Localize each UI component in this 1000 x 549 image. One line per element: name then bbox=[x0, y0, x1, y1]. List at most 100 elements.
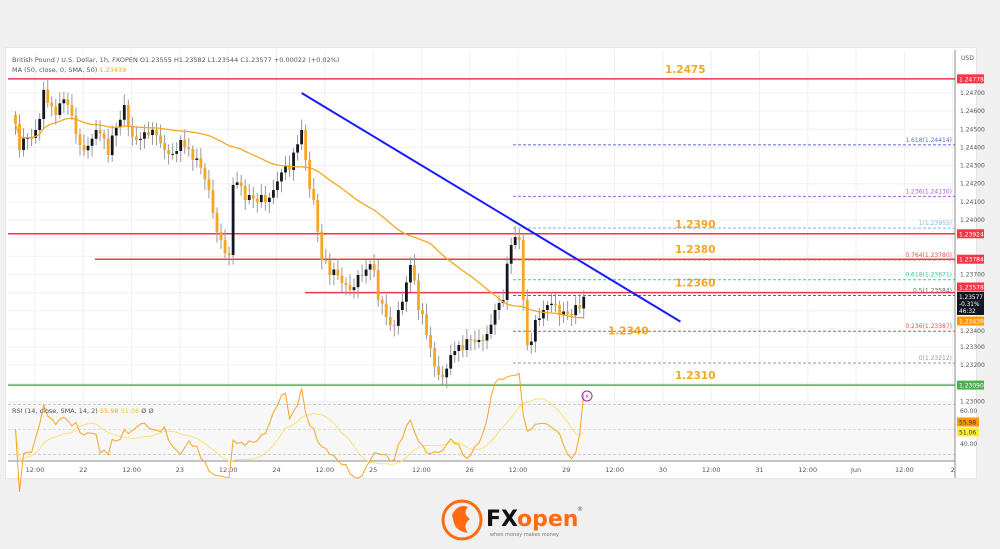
candle-body bbox=[546, 305, 549, 310]
rsi-sma-value: 51.06 bbox=[120, 407, 140, 415]
candle-body bbox=[276, 181, 279, 191]
candle-body bbox=[175, 151, 179, 154]
price-badge-text: 1.23924 bbox=[959, 231, 984, 238]
rsi-legend: RSI (14, close, SMA, 14, 2) 55.98 51.06 … bbox=[12, 407, 154, 415]
time-axis-label: Jun bbox=[850, 466, 861, 474]
candle-body bbox=[417, 280, 420, 310]
candle-body bbox=[22, 138, 25, 150]
candle-body bbox=[272, 190, 275, 198]
price-badge-text: 1.23439 bbox=[959, 319, 984, 326]
level-label: 1.2360 bbox=[675, 278, 716, 290]
time-axis-label: 12:00 bbox=[509, 466, 528, 474]
level-label: 1.2475 bbox=[665, 64, 706, 76]
svg-text:when money makes money: when money makes money bbox=[490, 532, 559, 538]
candle-body bbox=[481, 339, 485, 341]
fxopen-logo: FX open ® when money makes money bbox=[440, 495, 590, 545]
time-axis-label: 12:00 bbox=[315, 466, 334, 474]
candle-body bbox=[320, 231, 324, 260]
candle-body bbox=[110, 135, 114, 156]
time-axis-label: 31 bbox=[755, 466, 763, 474]
time-axis-label: 26 bbox=[466, 466, 474, 474]
price-tick: 1.23300 bbox=[960, 344, 985, 351]
candle-body bbox=[235, 182, 239, 185]
current-price-box bbox=[957, 292, 984, 315]
price-tick: 1.24400 bbox=[960, 144, 985, 151]
candle-body bbox=[340, 275, 344, 284]
rsi-badge-text: 55.98 bbox=[959, 420, 976, 427]
candle-body bbox=[332, 269, 336, 275]
candle-body bbox=[380, 300, 384, 304]
candle-body bbox=[159, 135, 162, 144]
candle-body bbox=[360, 274, 364, 276]
candle-body bbox=[247, 195, 251, 201]
candle-body bbox=[356, 274, 360, 288]
candle-body bbox=[352, 287, 356, 291]
candle-body bbox=[542, 309, 545, 319]
candle-body bbox=[134, 136, 138, 140]
candle-body bbox=[324, 259, 328, 261]
candle-body bbox=[465, 339, 469, 351]
level-label: 1.2310 bbox=[675, 370, 716, 382]
candle-body bbox=[70, 104, 74, 116]
candle-body bbox=[215, 212, 219, 233]
fib-label: 0(1.23212) bbox=[919, 355, 952, 362]
candle-body bbox=[126, 104, 130, 126]
current-price-text: 46:32 bbox=[959, 309, 976, 315]
candle-body bbox=[550, 303, 553, 306]
fib-label: 0.764(1.23780) bbox=[905, 252, 952, 259]
symbol-legend: British Pound / U.S. Dollar, 1h, FXOPEN … bbox=[12, 56, 339, 64]
candle-body bbox=[296, 144, 299, 153]
svg-text:open: open bbox=[517, 507, 578, 532]
candle-body bbox=[336, 269, 340, 276]
candle-body bbox=[280, 172, 283, 182]
price-tick: 1.24500 bbox=[960, 126, 985, 133]
candle-body bbox=[195, 158, 199, 160]
candle-body bbox=[147, 132, 150, 136]
candle-body bbox=[469, 339, 473, 341]
candle-body bbox=[489, 324, 493, 334]
time-axis-label: 23 bbox=[176, 466, 184, 474]
candle-body bbox=[384, 303, 388, 317]
price-badge bbox=[957, 254, 984, 264]
candle-body bbox=[26, 137, 29, 139]
candle-body bbox=[558, 305, 561, 316]
level-label: 1.2380 bbox=[675, 244, 716, 256]
time-axis-label: 12:00 bbox=[412, 466, 431, 474]
candle-body bbox=[122, 104, 126, 120]
candle-body bbox=[388, 316, 392, 326]
candle-body bbox=[90, 138, 94, 146]
fib-label: 1(1.23955) bbox=[919, 220, 952, 227]
candle-body bbox=[155, 129, 158, 136]
lightning-glyph: ⚡ bbox=[585, 393, 590, 401]
svg-text:®: ® bbox=[577, 506, 583, 513]
candle-body bbox=[372, 264, 376, 271]
price-badge bbox=[957, 316, 984, 326]
rsi-extra: Ø Ø bbox=[141, 407, 154, 415]
current-price-text: -0.31% bbox=[959, 302, 980, 308]
candle-body bbox=[94, 130, 98, 139]
candle-body bbox=[183, 139, 187, 148]
time-axis-label: 12:00 bbox=[219, 466, 238, 474]
price-badge-text: 1.23784 bbox=[959, 257, 984, 264]
candle-body bbox=[30, 137, 34, 139]
ma-legend: MA (50, close, 0, SMA, 50) 1.23439 bbox=[12, 66, 126, 74]
candle-body bbox=[513, 237, 517, 246]
candle-body bbox=[312, 188, 316, 201]
price-tick: 1.24600 bbox=[960, 108, 985, 115]
candle-body bbox=[316, 200, 320, 232]
time-axis-label: 12:00 bbox=[798, 466, 817, 474]
candle-body bbox=[578, 305, 582, 309]
candle-body bbox=[368, 264, 372, 270]
price-badge-text: 1.23090 bbox=[959, 383, 984, 390]
price-tick: 1.24100 bbox=[960, 199, 985, 206]
candle-body bbox=[78, 134, 82, 146]
candle-body bbox=[179, 139, 183, 152]
candle-body bbox=[533, 319, 537, 342]
candle-body bbox=[364, 269, 368, 276]
candle-body bbox=[203, 167, 207, 180]
candle-body bbox=[163, 143, 166, 150]
price-tick: 1.24300 bbox=[960, 163, 985, 170]
candle-body bbox=[74, 115, 78, 135]
candle-body bbox=[292, 152, 295, 170]
